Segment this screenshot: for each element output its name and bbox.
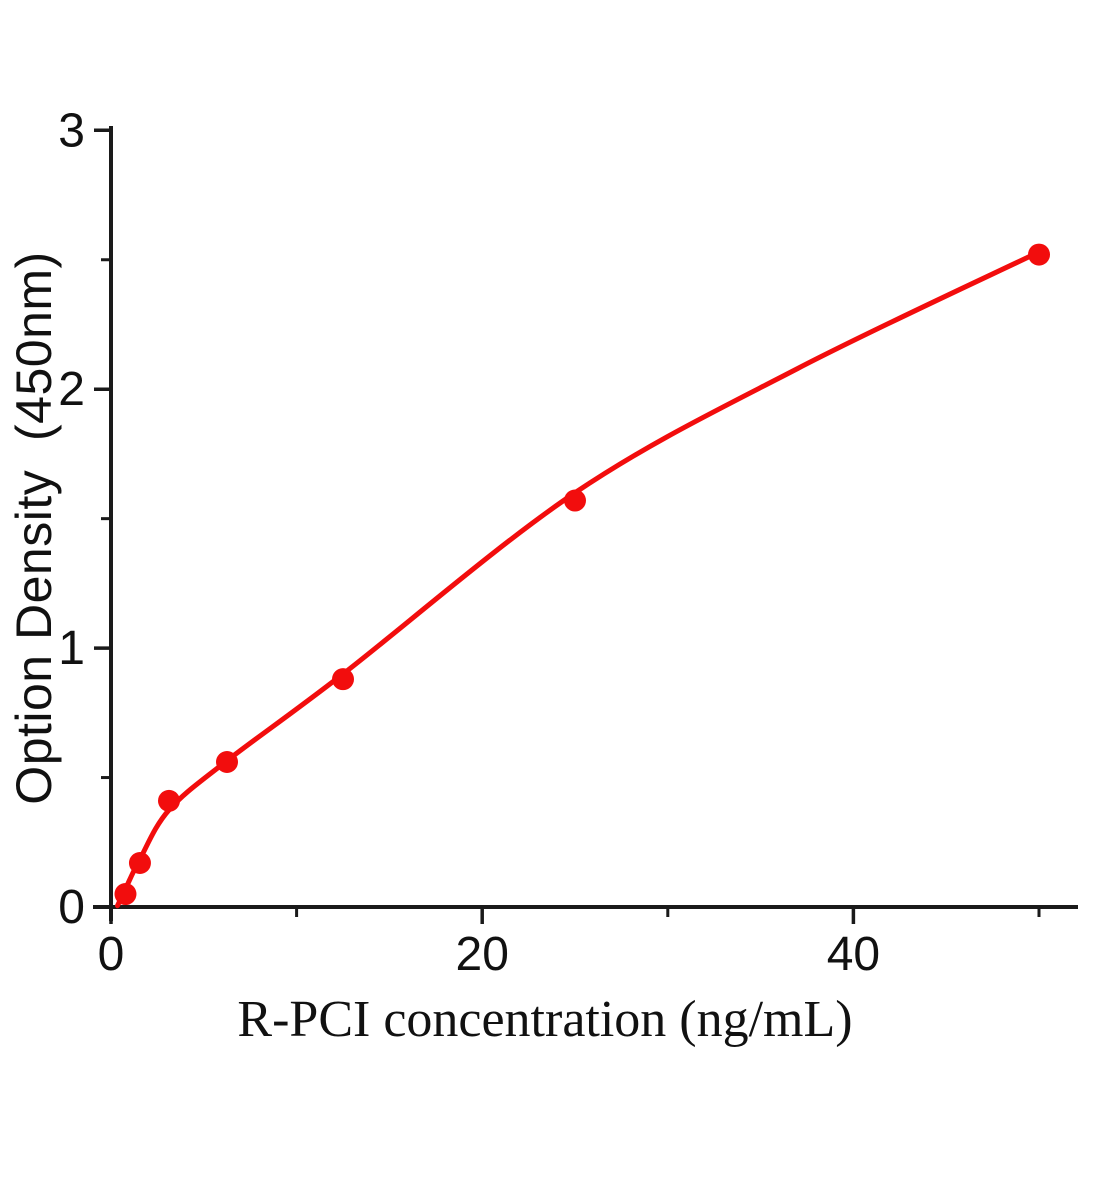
data-point: [1028, 243, 1050, 266]
y-tick-label: 3: [58, 104, 85, 157]
x-axis-title: R-PCI concentration (ng/mL): [237, 991, 853, 1048]
data-point: [114, 883, 137, 906]
x-tick-label: 0: [98, 928, 125, 981]
data-point: [158, 789, 180, 812]
y-tick-label: 2: [58, 363, 85, 416]
x-tick-label: 40: [827, 928, 880, 981]
y-tick-label: 0: [58, 881, 85, 934]
y-tick-label: 1: [58, 622, 85, 675]
x-tick-label: 20: [456, 928, 509, 981]
fit-curve: [114, 249, 1042, 909]
data-point: [128, 851, 151, 874]
data-point: [332, 668, 354, 691]
data-point: [216, 751, 238, 774]
y-axis-title: Option Density (450nm): [6, 251, 62, 805]
data-point: [564, 489, 586, 512]
